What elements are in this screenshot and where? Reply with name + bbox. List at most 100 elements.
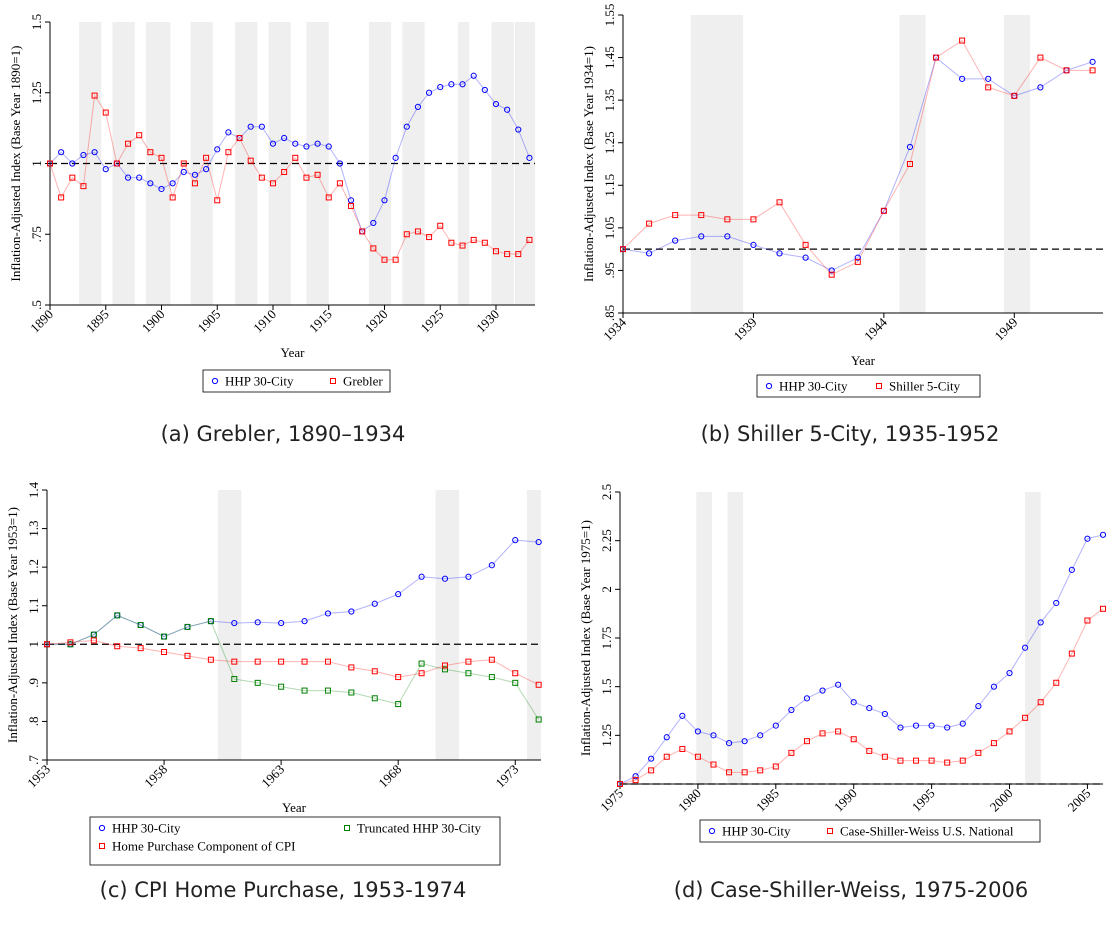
point [191, 171, 199, 178]
series-line [47, 539, 539, 645]
caption: (c) CPI Home Purchase, 1953-1974 [100, 878, 467, 902]
point [488, 674, 495, 681]
point [535, 716, 542, 723]
point [897, 757, 904, 764]
x-tick-label: 1985 [753, 786, 782, 815]
point [125, 140, 132, 147]
caption: (a) Grebler, 1890–1934 [161, 422, 406, 446]
point [698, 212, 705, 219]
point [403, 123, 410, 130]
point [47, 160, 53, 167]
point [512, 679, 519, 686]
point [515, 251, 522, 258]
point [231, 658, 238, 665]
x-tick-label: 1973 [492, 762, 521, 791]
point [515, 126, 522, 133]
point [866, 704, 873, 712]
shaded-period [526, 490, 541, 760]
x-tick-label: 1939 [731, 315, 760, 344]
point [990, 740, 997, 747]
point [348, 608, 355, 615]
point [1053, 599, 1060, 607]
legend-label: HHP 30-City [722, 824, 791, 839]
point [247, 123, 254, 130]
point [258, 123, 265, 130]
point [359, 228, 366, 235]
point [303, 143, 310, 150]
legend-label: HHP 30-City [112, 821, 181, 836]
point [414, 228, 421, 235]
point [1037, 619, 1044, 626]
point [854, 258, 861, 265]
x-tick-label: 1995 [909, 786, 938, 815]
point [617, 781, 623, 787]
point [258, 174, 265, 181]
shaded-period [435, 490, 460, 760]
point [371, 695, 378, 702]
point [184, 652, 191, 659]
legend-marker [211, 377, 219, 385]
y-tick-label: 1.75 [599, 627, 614, 650]
point [336, 180, 343, 187]
point [726, 769, 733, 776]
point [348, 202, 355, 209]
x-tick-label: 1958 [141, 762, 170, 791]
point [526, 154, 533, 161]
point [191, 180, 198, 187]
shaded-period [696, 492, 712, 784]
point [854, 254, 861, 261]
point [512, 537, 519, 544]
point [348, 689, 355, 696]
x-tick-label: 1915 [306, 307, 335, 336]
point [944, 759, 951, 766]
point [741, 738, 748, 745]
point [231, 619, 238, 627]
point [835, 681, 842, 688]
point [114, 643, 121, 650]
point [465, 658, 472, 665]
point [301, 658, 308, 665]
legend-box [756, 374, 981, 398]
point [114, 612, 121, 619]
point [69, 174, 76, 181]
point [1006, 669, 1013, 677]
point [347, 197, 355, 204]
point [314, 140, 321, 147]
point [214, 146, 221, 153]
point [724, 233, 731, 240]
point [465, 670, 472, 677]
point [278, 619, 285, 627]
point [535, 538, 542, 546]
point [371, 600, 378, 607]
point [512, 670, 519, 677]
point [944, 724, 951, 731]
point [819, 730, 826, 737]
point [757, 767, 764, 774]
point [959, 37, 966, 44]
point [492, 248, 499, 255]
y-tick-label: 1.35 [602, 89, 617, 112]
caption: (d) Case-Shiller-Weiss, 1975-2006 [674, 878, 1028, 902]
y-tick-label: .8 [26, 717, 41, 727]
point [392, 256, 399, 263]
point [459, 242, 466, 249]
caption: (b) Shiller 5-City, 1935-1952 [701, 422, 1000, 446]
point [750, 241, 757, 248]
point [180, 160, 187, 167]
point [504, 106, 511, 113]
point [470, 72, 477, 79]
x-axis-label: Year [851, 353, 876, 368]
y-tick-label: 1.5 [29, 14, 44, 30]
x-tick-label: 1900 [139, 307, 168, 336]
x-tick-label: 1920 [362, 307, 391, 336]
point [672, 212, 679, 219]
y-tick-label: .9 [26, 678, 41, 688]
point [672, 237, 679, 244]
shaded-period [217, 490, 242, 760]
point [395, 701, 402, 708]
point [147, 180, 154, 187]
x-axis-label: Year [282, 800, 307, 815]
point [67, 639, 74, 646]
x-tick-label: 1910 [250, 307, 279, 336]
point [281, 168, 288, 175]
